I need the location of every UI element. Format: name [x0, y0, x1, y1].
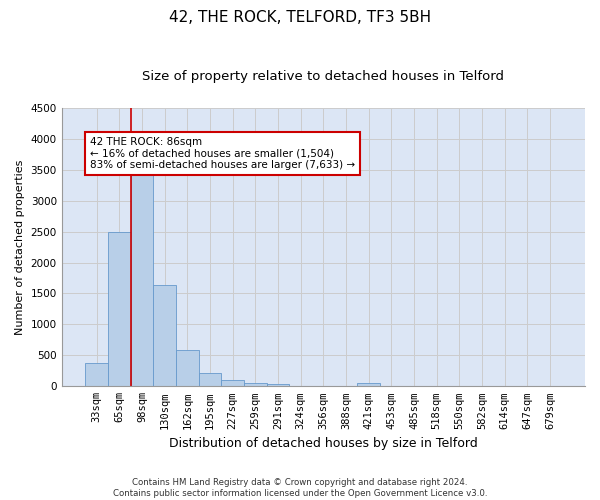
Bar	[176, 350, 199, 387]
Text: 42 THE ROCK: 86sqm
← 16% of detached houses are smaller (1,504)
83% of semi-deta: 42 THE ROCK: 86sqm ← 16% of detached hou…	[90, 137, 355, 170]
Bar	[131, 154, 154, 386]
Bar	[154, 285, 176, 386]
Bar	[108, 232, 131, 386]
Bar	[221, 380, 244, 386]
Bar	[358, 383, 380, 386]
Y-axis label: Number of detached properties: Number of detached properties	[15, 160, 25, 334]
Bar	[266, 384, 289, 386]
Bar	[244, 382, 266, 386]
Title: Size of property relative to detached houses in Telford: Size of property relative to detached ho…	[142, 70, 505, 83]
Bar	[199, 372, 221, 386]
X-axis label: Distribution of detached houses by size in Telford: Distribution of detached houses by size …	[169, 437, 478, 450]
Bar	[85, 364, 108, 386]
Text: Contains HM Land Registry data © Crown copyright and database right 2024.
Contai: Contains HM Land Registry data © Crown c…	[113, 478, 487, 498]
Text: 42, THE ROCK, TELFORD, TF3 5BH: 42, THE ROCK, TELFORD, TF3 5BH	[169, 10, 431, 25]
